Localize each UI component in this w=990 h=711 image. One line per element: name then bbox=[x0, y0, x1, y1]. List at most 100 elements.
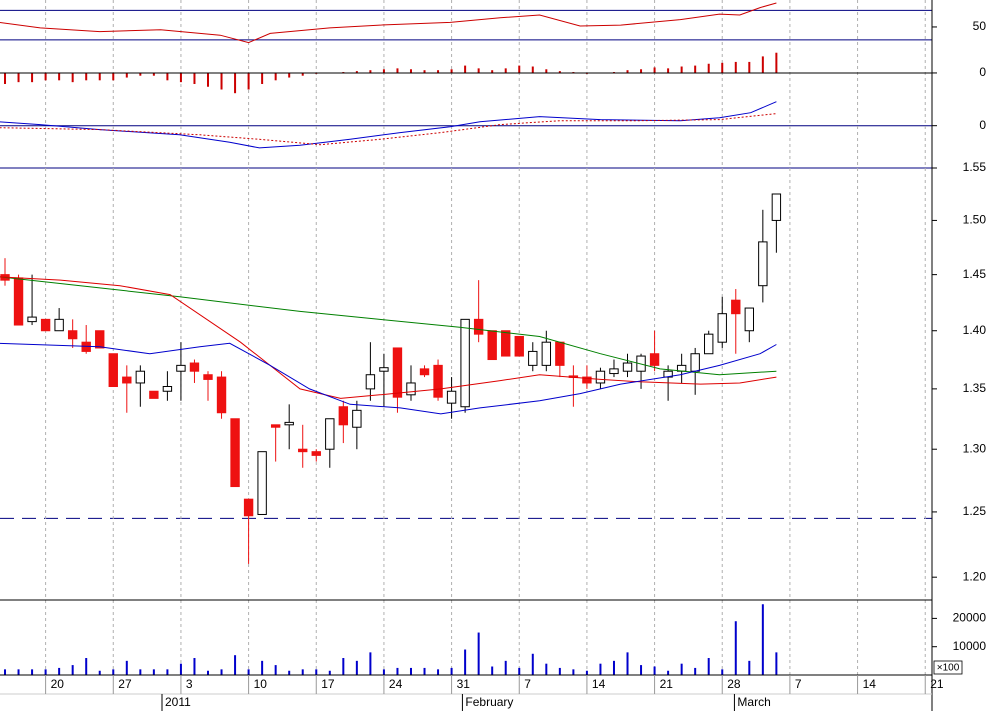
bar bbox=[355, 71, 358, 73]
candle-body bbox=[257, 451, 267, 515]
bar bbox=[680, 66, 683, 73]
bar bbox=[667, 68, 670, 73]
bar bbox=[355, 660, 358, 675]
bar bbox=[85, 658, 88, 675]
bar bbox=[112, 669, 115, 675]
candle-body bbox=[162, 386, 173, 392]
bar bbox=[179, 72, 182, 83]
x-tick-label: 10 bbox=[254, 677, 268, 691]
candle-body bbox=[54, 318, 64, 332]
bar bbox=[139, 669, 142, 675]
bar bbox=[531, 66, 534, 73]
bar bbox=[437, 70, 440, 73]
bar bbox=[301, 72, 304, 76]
bar bbox=[58, 667, 61, 675]
candle-body bbox=[528, 350, 538, 366]
bar bbox=[98, 72, 101, 81]
candle-body bbox=[135, 370, 146, 384]
bar bbox=[748, 61, 751, 73]
bar bbox=[626, 652, 629, 675]
bar bbox=[775, 52, 778, 73]
candle-body bbox=[406, 382, 416, 396]
bar bbox=[31, 669, 34, 675]
bar bbox=[450, 69, 453, 73]
bar bbox=[4, 72, 7, 84]
bar bbox=[558, 71, 561, 73]
bar bbox=[247, 72, 250, 90]
bar bbox=[166, 72, 169, 81]
y-tick-label: 10000 bbox=[953, 639, 987, 653]
bar bbox=[125, 660, 128, 675]
bar bbox=[518, 667, 521, 675]
candle-body bbox=[122, 376, 132, 384]
bar bbox=[17, 669, 20, 675]
bar bbox=[558, 667, 561, 675]
candle-body bbox=[216, 376, 227, 414]
bar bbox=[274, 72, 277, 81]
bar bbox=[315, 669, 318, 675]
x-tick-label: 20 bbox=[51, 677, 65, 691]
bar bbox=[450, 667, 453, 675]
candle-body bbox=[230, 418, 240, 488]
bar bbox=[721, 62, 724, 73]
bar bbox=[17, 72, 20, 83]
y-tick-label: 0 bbox=[979, 118, 986, 132]
candle-body bbox=[270, 424, 281, 428]
annotation-box bbox=[933, 660, 963, 675]
bar bbox=[734, 61, 737, 73]
series-line bbox=[0, 101, 777, 149]
candle-body bbox=[379, 367, 389, 372]
candle-body bbox=[176, 364, 186, 372]
bar bbox=[193, 72, 196, 84]
candle-body bbox=[243, 498, 254, 517]
y-tick-label: 0 bbox=[979, 65, 986, 79]
candle-body bbox=[717, 313, 727, 343]
bar bbox=[369, 652, 372, 675]
bar bbox=[409, 69, 412, 73]
bar bbox=[572, 669, 575, 675]
candle-body bbox=[95, 330, 105, 349]
candle-body bbox=[352, 409, 362, 428]
bar bbox=[220, 72, 223, 90]
bar bbox=[247, 669, 250, 675]
bar bbox=[152, 669, 155, 675]
candle-body bbox=[555, 341, 565, 366]
bar bbox=[653, 666, 656, 675]
bar bbox=[261, 660, 264, 675]
candle-body bbox=[446, 390, 457, 404]
month-label: February bbox=[465, 695, 513, 709]
bar bbox=[4, 669, 7, 675]
marks-layer bbox=[0, 2, 782, 675]
y-tick-label: 1.55 bbox=[963, 160, 987, 174]
candle-body bbox=[67, 330, 78, 340]
bar bbox=[328, 670, 331, 675]
bar bbox=[761, 604, 764, 675]
bar bbox=[98, 670, 101, 675]
bar bbox=[599, 663, 602, 675]
candle-body bbox=[419, 368, 430, 376]
candle-body bbox=[108, 353, 118, 388]
candle-body bbox=[338, 406, 349, 426]
month-label: March bbox=[737, 695, 770, 709]
bar bbox=[491, 70, 494, 73]
x-tick-label: 27 bbox=[118, 677, 132, 691]
bar bbox=[464, 649, 467, 675]
x-tick-label: 21 bbox=[660, 677, 674, 691]
bar bbox=[396, 667, 399, 675]
candle-body bbox=[758, 241, 768, 287]
candle-body bbox=[325, 418, 335, 450]
x-tick-label: 17 bbox=[321, 677, 335, 691]
bar bbox=[261, 72, 264, 84]
bar bbox=[545, 663, 548, 675]
candle-body bbox=[609, 368, 619, 375]
candle-body bbox=[501, 330, 511, 357]
bar bbox=[382, 669, 385, 675]
bar bbox=[640, 665, 643, 675]
candle-body bbox=[582, 376, 592, 384]
labels-layer: 50 0 0 1.55 1.50 1.45 1.40 1.35 1.30 1.25 1.20 1000… bbox=[51, 19, 987, 709]
series-line bbox=[0, 276, 777, 399]
bar bbox=[125, 72, 128, 78]
candle-body bbox=[473, 318, 484, 335]
